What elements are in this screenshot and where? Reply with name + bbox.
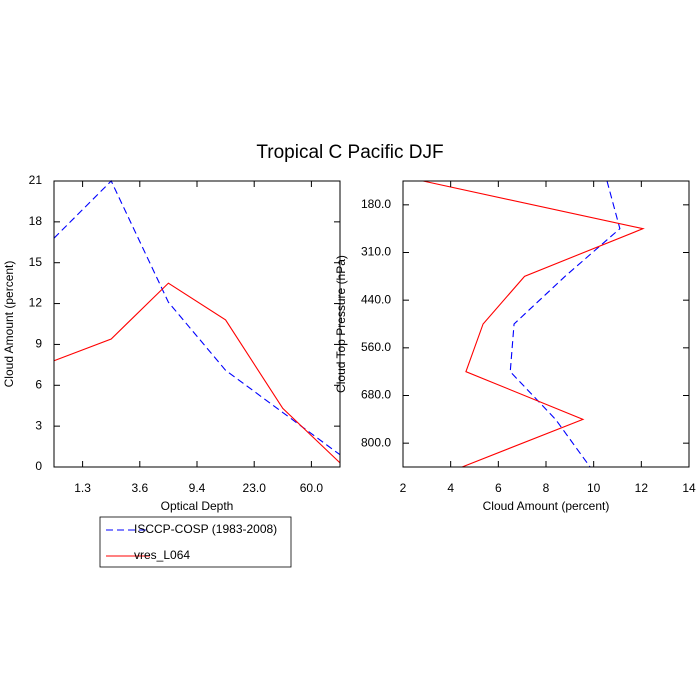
x-tick-label: 6 bbox=[495, 481, 502, 495]
y-axis-label: Cloud Top Pressure (hPa) bbox=[334, 255, 348, 393]
y-tick-label: 800.0 bbox=[361, 435, 391, 449]
x-tick-label: 8 bbox=[543, 481, 550, 495]
x-tick-label: 12 bbox=[635, 481, 649, 495]
x-axis-label: Cloud Amount (percent) bbox=[483, 499, 610, 513]
legend-label: vres_L064 bbox=[134, 548, 190, 562]
x-tick-label: 60.0 bbox=[300, 481, 324, 495]
y-tick-label: 0 bbox=[35, 459, 42, 473]
legend-box bbox=[99, 516, 292, 568]
legend-label: ISCCP-COSP (1983-2008) bbox=[134, 522, 277, 536]
y-tick-label: 15 bbox=[29, 255, 43, 269]
y-tick-label: 18 bbox=[29, 214, 43, 228]
series-line bbox=[53, 180, 341, 456]
y-tick-label: 180.0 bbox=[361, 197, 391, 211]
x-tick-label: 3.6 bbox=[131, 481, 148, 495]
x-tick-label: 1.3 bbox=[74, 481, 91, 495]
x-tick-label: 2 bbox=[400, 481, 407, 495]
series-line bbox=[422, 180, 645, 468]
chart-title: Tropical C Pacific DJF bbox=[256, 142, 443, 163]
y-tick-label: 6 bbox=[35, 377, 42, 391]
y-tick-label: 440.0 bbox=[361, 292, 391, 306]
y-tick-label: 3 bbox=[35, 418, 42, 432]
y-tick-label: 12 bbox=[29, 296, 43, 310]
x-tick-label: 10 bbox=[587, 481, 601, 495]
x-tick-label: 4 bbox=[447, 481, 454, 495]
y-tick-label: 310.0 bbox=[361, 245, 391, 259]
series-line bbox=[509, 180, 621, 468]
y-tick-label: 21 bbox=[29, 173, 43, 187]
y-tick-label: 560.0 bbox=[361, 340, 391, 354]
x-tick-label: 14 bbox=[682, 481, 696, 495]
y-tick-label: 680.0 bbox=[361, 388, 391, 402]
x-tick-label: 23.0 bbox=[243, 481, 267, 495]
y-axis-label: Cloud Amount (percent) bbox=[2, 261, 16, 388]
series-line bbox=[53, 282, 341, 464]
y-tick-label: 9 bbox=[35, 337, 42, 351]
x-axis-label: Optical Depth bbox=[161, 499, 234, 513]
x-tick-label: 9.4 bbox=[189, 481, 206, 495]
